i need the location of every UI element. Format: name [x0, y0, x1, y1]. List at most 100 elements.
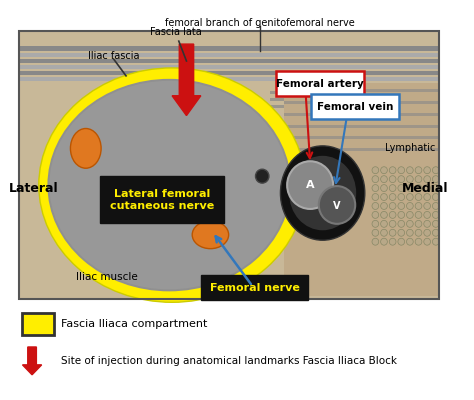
Circle shape	[287, 161, 333, 209]
Text: Fascia lata: Fascia lata	[150, 27, 202, 37]
FancyBboxPatch shape	[21, 313, 54, 335]
Circle shape	[389, 220, 396, 227]
Text: Medial: Medial	[402, 182, 448, 194]
Circle shape	[407, 212, 413, 218]
Bar	[18, 53, 438, 57]
Circle shape	[407, 167, 413, 174]
Circle shape	[389, 167, 396, 174]
Circle shape	[372, 167, 379, 174]
Circle shape	[415, 220, 422, 227]
Circle shape	[372, 176, 379, 183]
Text: Fascia Iliaca compartment: Fascia Iliaca compartment	[61, 319, 207, 329]
Ellipse shape	[71, 128, 101, 168]
Ellipse shape	[47, 79, 291, 291]
Circle shape	[398, 212, 405, 218]
Circle shape	[415, 212, 422, 218]
Circle shape	[389, 176, 396, 183]
Circle shape	[424, 229, 430, 236]
Circle shape	[407, 220, 413, 227]
Circle shape	[424, 212, 430, 218]
Circle shape	[372, 220, 379, 227]
Circle shape	[372, 238, 379, 245]
Bar	[270, 105, 438, 108]
Circle shape	[398, 202, 405, 210]
Circle shape	[398, 220, 405, 227]
Circle shape	[381, 185, 387, 192]
Circle shape	[381, 176, 387, 183]
Bar	[18, 71, 438, 75]
FancyArrow shape	[172, 44, 201, 116]
Circle shape	[389, 185, 396, 192]
Circle shape	[319, 186, 355, 224]
Text: femoral branch of genitofemoral nerve: femoral branch of genitofemoral nerve	[165, 18, 355, 28]
Bar	[284, 83, 438, 296]
Circle shape	[432, 202, 439, 210]
Text: Femoral vein: Femoral vein	[317, 102, 393, 112]
Bar	[18, 59, 438, 63]
Circle shape	[415, 185, 422, 192]
Text: A: A	[306, 180, 314, 190]
Text: Iliac fascia: Iliac fascia	[88, 51, 139, 61]
Circle shape	[398, 238, 405, 245]
Circle shape	[389, 212, 396, 218]
Circle shape	[372, 185, 379, 192]
Circle shape	[415, 167, 422, 174]
Bar	[18, 77, 438, 81]
Circle shape	[415, 176, 422, 183]
Circle shape	[398, 185, 405, 192]
Circle shape	[432, 238, 439, 245]
Ellipse shape	[192, 221, 228, 249]
Circle shape	[381, 238, 387, 245]
Circle shape	[432, 220, 439, 227]
Circle shape	[424, 167, 430, 174]
Text: Site of injection during anatomical landmarks Fascia Iliaca Block: Site of injection during anatomical land…	[61, 356, 397, 366]
Circle shape	[432, 185, 439, 192]
Circle shape	[398, 229, 405, 236]
Text: Lymphatic: Lymphatic	[385, 143, 435, 153]
Ellipse shape	[289, 156, 356, 230]
Ellipse shape	[49, 81, 289, 289]
Bar	[18, 65, 438, 69]
Circle shape	[381, 229, 387, 236]
Circle shape	[415, 194, 422, 200]
Circle shape	[381, 194, 387, 200]
Circle shape	[424, 194, 430, 200]
Text: Lateral: Lateral	[9, 182, 59, 194]
Circle shape	[398, 194, 405, 200]
Bar	[284, 113, 438, 116]
Circle shape	[372, 212, 379, 218]
Circle shape	[432, 176, 439, 183]
Circle shape	[381, 167, 387, 174]
Circle shape	[424, 220, 430, 227]
Bar	[18, 31, 438, 299]
Circle shape	[407, 202, 413, 210]
Circle shape	[398, 176, 405, 183]
Circle shape	[372, 194, 379, 200]
Ellipse shape	[47, 78, 292, 292]
Circle shape	[407, 229, 413, 236]
Circle shape	[424, 238, 430, 245]
FancyBboxPatch shape	[276, 71, 364, 96]
Circle shape	[424, 202, 430, 210]
Circle shape	[407, 176, 413, 183]
Circle shape	[381, 212, 387, 218]
Bar	[284, 124, 438, 128]
Circle shape	[407, 238, 413, 245]
Circle shape	[424, 176, 430, 183]
Circle shape	[372, 202, 379, 210]
Circle shape	[424, 185, 430, 192]
FancyBboxPatch shape	[311, 94, 399, 118]
FancyArrow shape	[22, 347, 42, 375]
Bar	[270, 98, 438, 101]
Bar	[284, 101, 438, 104]
Circle shape	[381, 202, 387, 210]
Circle shape	[407, 194, 413, 200]
Bar	[284, 148, 438, 151]
Text: Lateral femoral
cutaneous nerve: Lateral femoral cutaneous nerve	[110, 189, 215, 211]
Bar	[270, 91, 438, 94]
Circle shape	[415, 229, 422, 236]
Circle shape	[255, 169, 269, 183]
Bar	[284, 89, 438, 92]
Circle shape	[389, 229, 396, 236]
Circle shape	[415, 238, 422, 245]
